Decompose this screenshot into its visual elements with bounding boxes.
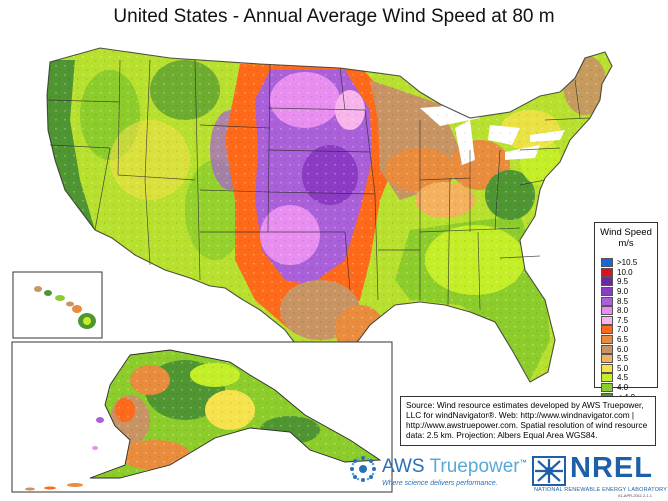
legend-label: 9.5 <box>617 277 629 287</box>
legend-label: 5.5 <box>617 354 629 364</box>
legend-label: 10.0 <box>617 267 633 277</box>
nrel-name: NREL <box>570 452 653 484</box>
nrel-emblem-icon <box>532 456 566 486</box>
legend-entry: 9.5 <box>601 277 637 287</box>
legend-label: 8.5 <box>617 296 629 306</box>
legend-label: 7.5 <box>617 315 629 325</box>
legend-entry: 6.5 <box>601 335 637 345</box>
legend-swatch <box>601 344 613 354</box>
legend-swatch <box>601 325 613 335</box>
legend-title: Wind Speed <box>600 227 652 238</box>
legend-label: 8.0 <box>617 306 629 316</box>
legend-entry: 6.0 <box>601 344 637 354</box>
legend-swatch <box>601 383 613 393</box>
aws-tagline: Where science delivers performance. <box>382 480 498 487</box>
legend-entry: >10.5 <box>601 258 637 268</box>
legend-swatch <box>601 267 613 277</box>
legend-swatch <box>601 277 613 287</box>
legend-entry: 8.5 <box>601 296 637 306</box>
legend-unit: m/s <box>618 238 634 249</box>
legend-entry: 8.0 <box>601 306 637 316</box>
aws-name: AWS Truepower™ <box>382 456 527 477</box>
legend-swatch <box>601 306 613 316</box>
legend-swatch <box>601 363 613 373</box>
wind-speed-legend: Wind Speed m/s >10.5 10.0 9.5 9.0 8.5 8.0 7.5 7… <box>594 222 658 402</box>
legend-entry: 5.0 <box>601 363 637 374</box>
nrel-logo: NREL NATIONAL RENEWABLE ENERGY LABORATOR… <box>528 452 667 496</box>
legend-entry: 10.0 <box>601 267 637 278</box>
legend-entry: 7.5 <box>601 315 637 326</box>
legend-swatch <box>601 296 613 306</box>
legend-swatch <box>601 373 613 383</box>
document-code: 01-APR-2011 2.1.1 <box>618 493 652 498</box>
legend-entry: 5.5 <box>601 354 637 364</box>
legend-entry: 7.0 <box>601 325 637 335</box>
nrel-subtitle: NATIONAL RENEWABLE ENERGY LABORATORY <box>534 487 668 493</box>
legend-label: 7.0 <box>617 325 629 335</box>
aws-truepower-logo: AWS Truepower™ Where science delivers pe… <box>348 452 527 496</box>
legend-label: 9.0 <box>617 287 629 297</box>
aws-burst-icon <box>350 456 376 482</box>
legend-label: 4.5 <box>617 373 629 383</box>
legend-swatch <box>601 354 613 364</box>
legend-label: 4.0 <box>617 383 629 393</box>
hawaii-inset <box>12 271 103 339</box>
legend-label: 6.5 <box>617 335 629 345</box>
map-title: United States - Annual Average Wind Spee… <box>113 6 555 27</box>
legend-swatch <box>601 258 613 268</box>
legend-swatch <box>601 315 613 325</box>
legend-swatch <box>601 335 613 345</box>
legend-entry: 9.0 <box>601 287 637 297</box>
source-note: Source: Wind resource estimates develope… <box>400 396 656 446</box>
legend-swatch <box>601 287 613 297</box>
legend-label: >10.5 <box>617 258 638 268</box>
legend-entry: 4.0 <box>601 383 637 393</box>
legend-entry: 4.5 <box>601 373 637 383</box>
legend-entries: >10.5 10.0 9.5 9.0 8.5 8.0 7.5 7.0 6.5 6.0 5.5 5.0 4… <box>601 258 637 402</box>
legend-label: 5.0 <box>617 363 629 373</box>
legend-label: 6.0 <box>617 344 629 354</box>
